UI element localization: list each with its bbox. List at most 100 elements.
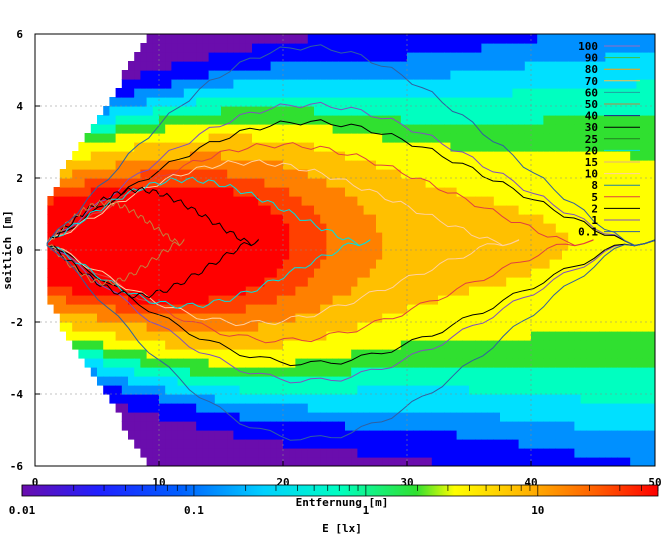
heatmap-cell	[611, 79, 619, 89]
heatmap-cell	[543, 151, 551, 161]
heatmap-cell	[208, 331, 216, 341]
heatmap-cell	[531, 115, 538, 125]
heatmap-cell	[425, 205, 433, 215]
heatmap-cell	[593, 232, 600, 242]
heatmap-cell	[462, 322, 470, 332]
heatmap-cell	[66, 178, 73, 188]
heatmap-cell	[642, 331, 650, 341]
y-tick-label: -2	[10, 316, 23, 329]
heatmap-cell	[549, 88, 557, 98]
heatmap-cell	[295, 367, 303, 377]
heatmap-cell	[103, 106, 110, 116]
heatmap-cell	[469, 331, 476, 341]
heatmap-cell	[475, 340, 482, 350]
heatmap-cell	[239, 385, 247, 395]
heatmap-cell	[183, 241, 191, 251]
heatmap-cell	[314, 241, 321, 251]
heatmap-cell	[512, 34, 520, 44]
heatmap-cell	[276, 421, 284, 431]
heatmap-cell	[487, 106, 495, 116]
heatmap-cell	[382, 268, 389, 278]
heatmap-cell	[165, 43, 172, 53]
heatmap-cell	[276, 178, 284, 188]
heatmap-cell	[239, 268, 247, 278]
heatmap-cell	[376, 331, 383, 341]
heatmap-cell	[493, 187, 501, 197]
heatmap-cell	[425, 187, 433, 197]
heatmap-cell	[258, 250, 265, 260]
heatmap-cell	[462, 394, 470, 404]
heatmap-cell	[431, 79, 439, 89]
heatmap-cell	[642, 457, 650, 466]
heatmap-cell	[605, 358, 613, 368]
heatmap-cell	[506, 277, 513, 287]
heatmap-cell	[518, 205, 526, 215]
heatmap-cell	[301, 52, 309, 62]
heatmap-cell	[518, 268, 526, 278]
heatmap-cell	[121, 124, 129, 134]
heatmap-cell	[345, 439, 352, 449]
heatmap-cell	[506, 205, 513, 215]
heatmap-cell	[239, 304, 247, 314]
heatmap-cell	[456, 376, 464, 386]
heatmap-cell	[307, 358, 315, 368]
heatmap-cell	[134, 421, 141, 431]
heatmap-cell	[252, 232, 259, 242]
heatmap-cell	[493, 52, 501, 62]
heatmap-cell	[320, 349, 327, 359]
heatmap-cell	[320, 106, 327, 116]
heatmap-cell	[475, 403, 482, 413]
heatmap-cell	[642, 277, 650, 287]
heatmap-cell	[171, 70, 179, 80]
heatmap-cell	[165, 421, 172, 431]
heatmap-cell	[611, 412, 619, 422]
heatmap-cell	[531, 367, 538, 377]
heatmap-cell	[171, 403, 179, 413]
heatmap-cell	[90, 358, 98, 368]
heatmap-cell	[611, 421, 619, 431]
heatmap-cell	[400, 61, 408, 71]
heatmap-cell	[134, 259, 141, 269]
heatmap-cell	[171, 259, 179, 269]
heatmap-cell	[252, 286, 259, 296]
heatmap-cell	[196, 304, 203, 314]
heatmap-cell	[456, 70, 464, 80]
heatmap-cell	[128, 259, 135, 269]
heatmap-cell	[109, 169, 117, 179]
heatmap-cell	[239, 142, 247, 152]
heatmap-cell	[524, 385, 532, 395]
heatmap-cell	[245, 457, 253, 466]
heatmap-cell	[332, 178, 340, 188]
heatmap-cell	[469, 259, 476, 269]
heatmap-cell	[227, 169, 234, 179]
heatmap-cell	[326, 241, 334, 251]
heatmap-cell	[146, 187, 154, 197]
heatmap-cell	[438, 88, 445, 98]
heatmap-cell	[394, 205, 402, 215]
heatmap-cell	[599, 304, 606, 314]
heatmap-cell	[152, 430, 160, 440]
heatmap-cell	[146, 196, 154, 206]
heatmap-cell	[258, 376, 265, 386]
heatmap-cell	[345, 214, 352, 224]
heatmap-cell	[202, 52, 210, 62]
heatmap-cell	[270, 304, 278, 314]
heatmap-cell	[214, 430, 222, 440]
heatmap-cell	[196, 295, 203, 305]
heatmap-cell	[462, 313, 470, 323]
heatmap-cell	[524, 160, 532, 170]
heatmap-cell	[152, 295, 160, 305]
heatmap-cell	[543, 34, 551, 44]
heatmap-cell	[382, 205, 389, 215]
heatmap-cell	[562, 169, 569, 179]
heatmap-cell	[345, 259, 352, 269]
heatmap-cell	[537, 277, 544, 287]
heatmap-cell	[140, 115, 148, 125]
heatmap-cell	[400, 214, 408, 224]
heatmap-cell	[506, 250, 513, 260]
heatmap-cell	[357, 124, 365, 134]
heatmap-cell	[283, 187, 290, 197]
heatmap-cell	[338, 223, 346, 233]
heatmap-cell	[438, 214, 445, 224]
heatmap-cell	[543, 241, 551, 251]
